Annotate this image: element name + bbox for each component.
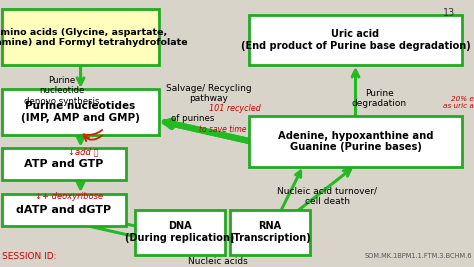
FancyBboxPatch shape [2, 148, 126, 180]
Text: SESSION ID:: SESSION ID: [2, 252, 57, 261]
FancyBboxPatch shape [2, 9, 159, 65]
Text: SOM.MK.1BPM1.1.FTM.3.BCHM.6: SOM.MK.1BPM1.1.FTM.3.BCHM.6 [364, 253, 472, 259]
Text: ↓add Ⓟ: ↓add Ⓟ [68, 148, 98, 157]
FancyBboxPatch shape [230, 210, 310, 255]
FancyBboxPatch shape [135, 210, 225, 255]
Text: Purine
degradation: Purine degradation [352, 89, 407, 108]
FancyBboxPatch shape [249, 116, 462, 167]
Text: to save time: to save time [199, 125, 246, 134]
Text: ATP and GTP: ATP and GTP [24, 159, 104, 169]
FancyBboxPatch shape [2, 89, 159, 135]
Text: DNA
(During replication): DNA (During replication) [126, 222, 235, 243]
Text: Nucleic acids: Nucleic acids [188, 257, 248, 266]
FancyBboxPatch shape [249, 15, 462, 65]
Text: Nucleic acid turnover/
cell death: Nucleic acid turnover/ cell death [277, 187, 377, 206]
Text: 101 recycled: 101 recycled [209, 104, 260, 113]
FancyArrowPatch shape [165, 122, 248, 141]
Text: Amino acids (Glycine, aspartate,
glutamine) and Formyl tetrahydrofolate: Amino acids (Glycine, aspartate, glutami… [0, 28, 187, 47]
FancyBboxPatch shape [2, 194, 126, 226]
Text: Purine nucleotides
(IMP, AMP and GMP): Purine nucleotides (IMP, AMP and GMP) [21, 101, 140, 123]
Text: dATP and dGTP: dATP and dGTP [17, 205, 111, 215]
Text: Salvage/ Recycling
pathway: Salvage/ Recycling pathway [166, 84, 251, 103]
Text: RNA
(Transcription): RNA (Transcription) [229, 222, 311, 243]
Text: Adenine, hypoxanthine and
Guanine (Purine bases): Adenine, hypoxanthine and Guanine (Purin… [278, 131, 433, 152]
Text: 13: 13 [443, 8, 456, 18]
Text: 20% excreted
as uric acid waste: 20% excreted as uric acid waste [443, 96, 474, 109]
Text: of purines: of purines [171, 114, 214, 123]
Text: Purine
nucleotide
denovo synthesis: Purine nucleotide denovo synthesis [24, 76, 99, 106]
Text: Uric acid
(End product of Purine base degradation): Uric acid (End product of Purine base de… [241, 29, 470, 51]
Text: ↓+ deoxyribose: ↓+ deoxyribose [35, 192, 103, 201]
